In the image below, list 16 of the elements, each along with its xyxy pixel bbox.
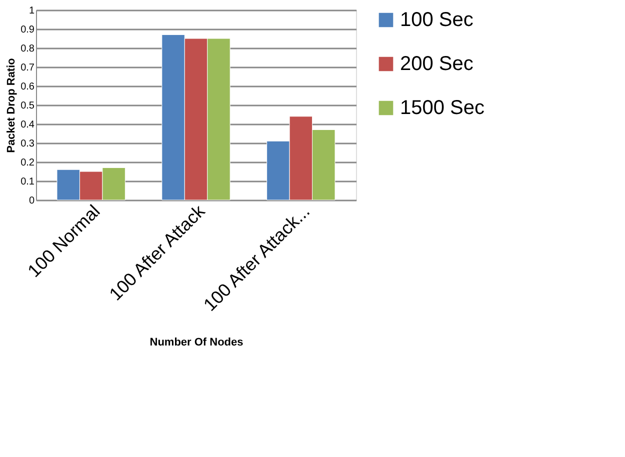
y-tick-label: 0.5 <box>20 100 35 112</box>
legend-label: 200 Sec <box>400 53 474 75</box>
y-tick-label: 0.7 <box>20 62 35 74</box>
y-tick-label: 0.1 <box>20 176 35 188</box>
y-tick-label: 0.2 <box>20 158 35 168</box>
y-tick-label: 0.6 <box>20 82 35 92</box>
y-tick-label: 0.4 <box>20 120 35 130</box>
y-tick-label: 0.8 <box>20 44 35 54</box>
y-tick-label: 1 <box>28 6 35 16</box>
y-tick-label: 0.3 <box>20 138 35 150</box>
legend-label: 100 Sec <box>400 9 474 31</box>
y-axis-title: Packet Drop Ratio <box>6 58 18 153</box>
y-tick-label: 0 <box>28 196 35 206</box>
legend-label: 1500 Sec <box>400 97 485 119</box>
y-tick-label: 0.9 <box>20 24 35 36</box>
x-axis-title: Number Of Nodes <box>150 336 244 348</box>
